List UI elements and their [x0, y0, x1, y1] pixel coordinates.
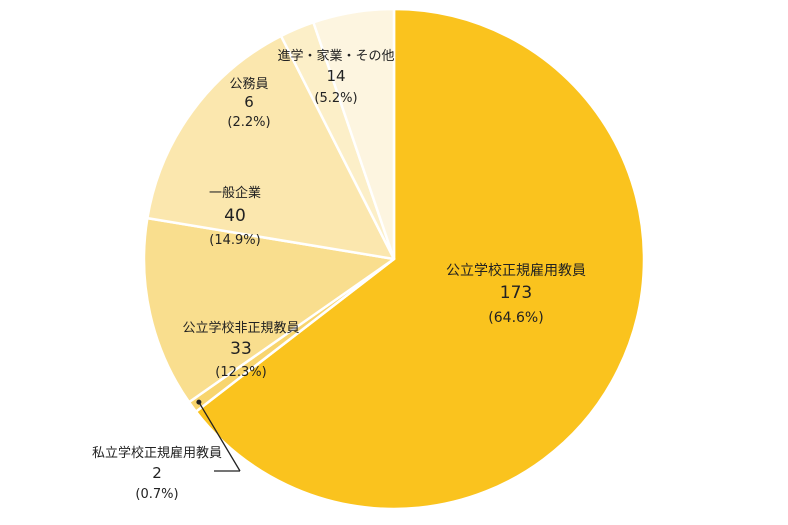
pie-slices — [142, 7, 646, 511]
label-company-name: 一般企業 — [209, 185, 261, 201]
label-public-regular-name: 公立学校正規雇用教員 — [446, 262, 586, 279]
label-civil-servant-percent: (2.2%) — [227, 115, 270, 130]
slice-other — [312, 7, 396, 261]
label-other-name: 進学・家業・その他 — [277, 48, 394, 64]
label-private-regular-name: 私立学校正規雇用教員 — [92, 445, 222, 461]
label-private-regular-value: 2 — [152, 464, 162, 482]
label-civil-servant-value: 6 — [244, 93, 254, 111]
label-company-value: 40 — [224, 206, 246, 226]
label-public-regular-value: 173 — [500, 283, 532, 303]
label-public-nonregular-name: 公立学校非正規教員 — [182, 320, 299, 336]
label-other-percent: (5.2%) — [314, 91, 357, 106]
label-public-nonregular-value: 33 — [230, 339, 252, 359]
label-civil-servant-name: 公務員 — [229, 77, 268, 92]
label-private-regular-percent: (0.7%) — [135, 487, 178, 502]
slice-company — [146, 34, 396, 261]
leader-dot — [196, 399, 202, 405]
label-public-nonregular-percent: (12.3%) — [215, 365, 266, 380]
label-other-value: 14 — [326, 67, 345, 85]
label-public-regular-percent: (64.6%) — [488, 310, 543, 326]
slice-public-regular — [194, 7, 646, 511]
leader-line-private-school — [198, 401, 241, 472]
slice-public-nonregular — [142, 216, 396, 404]
label-company-percent: (14.9%) — [209, 233, 260, 248]
